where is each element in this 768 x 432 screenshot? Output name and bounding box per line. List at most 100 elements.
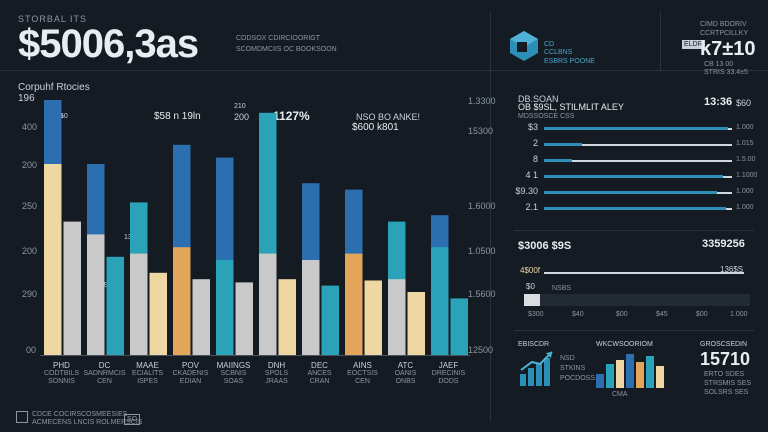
vertical-divider	[490, 12, 491, 422]
hbar-label: 2.1	[525, 202, 538, 212]
header-caption-1: CODSOX CDIRCIOORIGT	[236, 35, 321, 42]
y-left-tick: 290	[22, 289, 38, 299]
panel-row-track	[544, 272, 744, 274]
panel-x-tick: $00	[696, 311, 708, 318]
bar-JAEF-s2	[431, 247, 449, 356]
footer-line-2: ACMECENS LNCIS ROLMERSCIS	[32, 419, 143, 426]
mini-card-title: WKCWSOORIOM	[596, 341, 653, 348]
x-axis-label: ATC OANIS ONBS	[394, 361, 417, 386]
hbar-label: 8	[532, 154, 538, 164]
panel-divider	[514, 230, 754, 231]
y-left-tick: 200	[22, 160, 38, 170]
bar-DC-s3	[106, 256, 124, 356]
bar-AINS-s2	[345, 253, 363, 356]
bar-DEC-s3	[321, 285, 339, 356]
x-axis-label: AINS EOCTSIS CEN	[347, 361, 378, 386]
bar-MAIINGS-s2	[216, 260, 234, 356]
panel-second-value: 3359256	[702, 238, 745, 250]
bar-MAAE-s3	[149, 272, 167, 356]
bar-chart-up-icon	[518, 350, 556, 388]
hbar-track	[544, 144, 732, 146]
footer-line-1: CDCE COCIRSCOSMEESIES	[32, 411, 128, 418]
mini-card-value: 15710	[700, 349, 751, 369]
bar-DC-s2	[87, 234, 105, 356]
bar-DEC-s2	[302, 260, 320, 356]
right-badge: ELDR	[682, 40, 705, 49]
x-axis-label: MAAE ECIALITS ISPES	[131, 361, 164, 386]
y-right-tick: 15300	[468, 126, 494, 136]
bar-PHD-s3	[63, 221, 81, 356]
footer-square-icon	[16, 411, 28, 423]
panel-x-tick: $00	[616, 311, 628, 318]
panel-x-tick: $300	[528, 311, 544, 318]
panel-third-text: NSBS	[552, 285, 572, 292]
y-right-tick: 1.3300	[468, 96, 496, 106]
mini-card-line: POCDOSS	[560, 375, 596, 382]
chart-annotation: 130	[124, 234, 136, 241]
bar-DNH-s2	[259, 253, 277, 356]
hbar-track	[544, 160, 732, 162]
y-right-tick: 1.0500	[468, 246, 496, 256]
panel-progress	[524, 294, 750, 306]
mini-card-title: GROSCSEDIN	[700, 341, 748, 348]
x-axis-label: DC SADNRMCIS CEN	[83, 361, 126, 386]
hbar-fill	[544, 207, 727, 210]
logo-text-3: ESBRS POONE	[544, 58, 595, 65]
header-big-value: $5006,3as	[18, 22, 199, 66]
chart-annotation: 200	[234, 112, 250, 122]
x-axis-label: MAIINGS SCBNIS SOAS	[216, 361, 251, 386]
panel-top-value: 13:36	[704, 96, 733, 108]
header-small-label: STORBAL ITS	[18, 14, 88, 24]
x-axis-label: PHD CODTBILS SONNIS	[43, 361, 79, 386]
chart-annotation: 10	[60, 113, 68, 120]
panel-row-label: 4$00f	[520, 266, 541, 275]
bar-DNH-s3	[278, 279, 296, 356]
hbar-fill	[544, 159, 573, 162]
mini-card-line: SOLSRS SES	[704, 389, 749, 396]
chart-annotation: $58 n 19ln	[154, 111, 201, 122]
right-sub-1: CB 13 00	[704, 61, 734, 68]
y-left-tick: 200	[22, 246, 38, 256]
right-small-1: CIMD BDORIV	[700, 21, 747, 28]
chart-annotation-percent: ~1127%	[266, 109, 310, 123]
y-right-tick: 12500	[468, 345, 494, 355]
y-right-tick: 1.5600	[468, 289, 496, 299]
panel-top-unit: $60	[736, 98, 752, 108]
bar-chart	[40, 100, 470, 356]
panel-third-label: $0	[526, 282, 535, 291]
mini-bar-chart	[596, 354, 664, 388]
panel-x-tick: $45	[656, 311, 668, 318]
x-axis-labels: PHD CODTBILS SONNIS DC SADNRMCIS CEN MAAE ECIAL…	[40, 362, 470, 402]
panel-title-3: MDSSOSCE CSS	[518, 113, 575, 120]
panel-title-2: OB $9SL, STILMLIT ALEY	[518, 102, 624, 112]
chart-annotation: $600 k801	[352, 122, 399, 133]
panel-row-value: 136$S	[720, 265, 744, 274]
chart-annotation: 210	[234, 103, 246, 110]
logo-text-2: CCLBNS	[544, 49, 573, 56]
right-small-2: CCRTPCILLKY	[700, 30, 749, 37]
bar-MAAE-s2	[130, 253, 148, 356]
bar-ATC-s2	[388, 279, 406, 356]
x-axis-label: DEC ANCES CRAN	[307, 361, 332, 386]
hbar-label: 4 1	[525, 170, 538, 180]
hbar-label: $3	[527, 122, 538, 132]
mini-card-title: EBISCDR	[518, 341, 550, 348]
bar-POV-s2	[173, 247, 191, 356]
bar-POV-s3	[192, 279, 210, 356]
hbar-label: $9.30	[515, 186, 538, 196]
hbar-value: 1.000	[736, 124, 754, 131]
x-axis-label: DNH SPOLS JRAAS	[264, 361, 289, 386]
hbar-value: 1.1000	[736, 172, 758, 179]
bar-JAEF-s3	[450, 298, 468, 356]
logo-text-1: CD	[544, 41, 555, 48]
hbar-fill	[544, 191, 717, 194]
panel-progress-fill	[524, 294, 540, 306]
hbar-fill	[544, 175, 723, 178]
panel-x-tick: $40	[572, 311, 584, 318]
horizontal-bars: $3 1.000 2 1.015 8 1.5.00 4 1 1.1000 $9.30 1.000 2…	[514, 122, 758, 222]
footer-badge: SO	[124, 414, 141, 425]
mini-divider	[514, 330, 754, 331]
mini-card-line: NSD	[560, 355, 575, 362]
hbar-value: 1.000	[736, 188, 754, 195]
mini-card-line: STRSMIS SES	[704, 380, 752, 387]
